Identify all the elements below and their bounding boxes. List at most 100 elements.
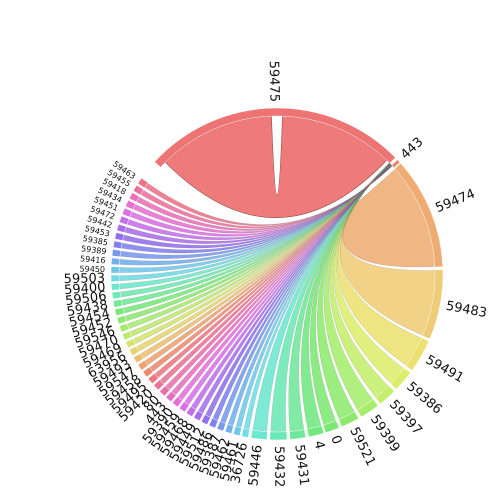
arc-59547[interactable] [137,359,149,371]
arc-59486[interactable] [208,417,219,429]
ribbon-80 [165,163,392,390]
arc-59418[interactable] [128,192,140,203]
arc-59420[interactable] [153,379,165,391]
arc-4[interactable] [306,425,325,438]
ribbon-59420 [159,163,392,385]
arc-59455[interactable] [132,184,144,196]
label-59416: 59416 [80,254,106,265]
arc-59475[interactable] [154,107,396,168]
arc-80[interactable] [159,385,171,397]
arc-59385[interactable] [112,240,123,249]
label-59432: 59432 [271,446,286,487]
arc-59493[interactable] [133,352,144,364]
ribbon-63956 [136,164,392,352]
arc-59474[interactable] [394,163,444,268]
label-layer: 5947544359474594835949159386593975939959… [64,61,488,488]
arc-59432[interactable] [269,431,288,441]
arc-59521[interactable] [338,411,360,428]
ribbon-59486 [212,163,391,421]
label-59450: 59450 [79,265,105,275]
ribbon-59432 [270,163,391,433]
arc-59463[interactable] [137,177,149,189]
arc-59462[interactable] [224,423,234,434]
arc-59450[interactable] [110,266,120,274]
ribbon-59458 [149,164,392,372]
arc-59451[interactable] [121,207,133,218]
ribbon-59512 [205,163,391,418]
arc-59546[interactable] [119,323,130,333]
arc-59503[interactable] [110,274,120,282]
arc-59512[interactable] [200,414,211,425]
arc-59389[interactable] [111,249,122,258]
ribbon-59469 [132,164,392,345]
label-443: 443 [398,135,426,163]
ribbon-59495 [154,164,392,379]
arc-59390[interactable] [172,396,183,408]
arc-59454[interactable] [114,307,125,317]
label-59431: 59431 [291,444,311,487]
ribbon-59493 [140,164,392,359]
ribbon-59470 [129,164,392,337]
arc-59470[interactable] [121,330,133,341]
ribbon-59387 [220,163,391,424]
arc-59449[interactable] [193,410,204,422]
arc-36726[interactable] [241,428,250,438]
arc-443[interactable] [391,159,401,169]
label-59400: 59400 [64,280,106,298]
arc-59399[interactable] [356,398,379,418]
arc-59438[interactable] [112,299,123,308]
label-59475: 59475 [266,61,282,103]
arc-59495[interactable] [147,373,159,384]
ribbon-59546 [126,164,392,330]
arc-59491[interactable] [405,337,430,371]
arc-59469[interactable] [125,338,136,349]
label-4: 4 [310,439,327,451]
arc-59386[interactable] [390,367,411,390]
arc-59468[interactable] [186,406,197,417]
ribbon-59468 [190,163,391,410]
arc-59483[interactable] [422,269,444,340]
ribbon-59390 [177,163,391,401]
ribbon-36726 [243,163,391,430]
label-59521: 59521 [346,425,378,469]
arc-59461[interactable] [233,426,242,437]
arc-59452[interactable] [116,315,127,325]
arc-59434[interactable] [125,199,136,210]
label-59385: 59385 [82,234,109,247]
arc-59446[interactable] [250,429,268,440]
ribbon-443 [171,163,391,396]
label-59389: 59389 [81,244,107,256]
ribbon-59454 [122,164,392,314]
arc-59387[interactable] [216,420,227,432]
label-59483: 59483 [445,299,488,321]
arc-59416[interactable] [111,257,121,266]
ribbon-59462 [227,163,391,427]
ribbon-59506 [119,164,392,298]
arc-59442[interactable] [116,223,127,233]
label-59438: 59438 [66,298,109,320]
label-59474: 59474 [433,187,477,216]
arc-59459[interactable] [178,401,190,413]
arc-59458[interactable] [142,366,154,378]
ribbon-59446 [252,163,391,432]
ribbon-layer [118,115,436,433]
arc-443[interactable] [165,391,177,402]
arc-0[interactable] [322,420,340,434]
ribbon-59452 [124,164,392,322]
ribbon-59449 [197,163,391,414]
ribbon-59438 [120,164,392,306]
label-59491: 59491 [423,353,466,386]
arc-59453[interactable] [114,232,125,241]
arc-59472[interactable] [118,215,130,226]
arc-59397[interactable] [375,385,395,405]
label-59446: 59446 [246,444,265,487]
arc-59431[interactable] [289,429,307,440]
arc-63956[interactable] [128,345,140,356]
label-59506: 59506 [64,289,107,309]
ribbon-59547 [144,164,392,366]
arc-59506[interactable] [111,291,122,300]
arc-59400[interactable] [111,283,121,291]
ribbon-59459 [184,163,391,406]
